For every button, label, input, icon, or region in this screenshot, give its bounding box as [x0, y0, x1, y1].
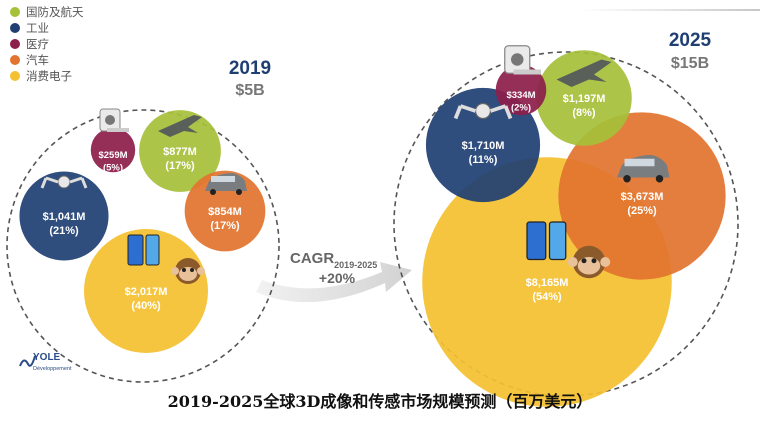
bubble-value-label: $2,017M: [125, 286, 168, 298]
year-group-2025: 2025 $15B $8,165M (54%) $3,673M (25%) $1,710M (…: [393, 30, 739, 407]
robot-arm-icon: [453, 102, 513, 120]
legend-label: 消费电子: [26, 69, 72, 83]
bubble-percent-label: (2%): [511, 103, 531, 114]
legend-item: 工业: [10, 20, 84, 36]
bubble-value-label: $1,197M: [563, 93, 606, 105]
bubble-percent-label: (25%): [627, 205, 657, 217]
legend-swatch: [10, 71, 20, 81]
legend: 国防及航天 工业 医疗 汽车 消费电子: [10, 4, 84, 84]
bubble-percent-label: (11%): [469, 154, 498, 166]
bubble: [84, 229, 208, 353]
legend-label: 汽车: [26, 53, 49, 67]
bubble-percent-label: (21%): [49, 225, 79, 237]
car-icon: [205, 173, 247, 195]
bubble-value-label: $854M: [208, 206, 242, 218]
bubble-percent-label: (8%): [572, 107, 596, 119]
bubble: [495, 64, 547, 116]
robot-arm-icon: [40, 175, 88, 189]
bubble-value-label: $8,165M: [526, 277, 569, 289]
bubble-value-label: $1,041M: [43, 211, 86, 223]
monkey-emoji-icon: [567, 245, 611, 279]
bubble-value-label: $877M: [163, 146, 197, 158]
bubble: [19, 171, 109, 261]
fighter-jet-icon: [556, 59, 612, 87]
smartphone-icon: [127, 234, 160, 266]
cagr-label: CAGR2019-2025: [290, 250, 377, 270]
legend-label: 国防及航天: [26, 5, 84, 19]
mri-scanner-icon: [504, 45, 541, 75]
year-label: 2025: [669, 30, 712, 51]
bubble: [90, 127, 136, 173]
legend-item: 消费电子: [10, 68, 84, 84]
bubble: [536, 50, 632, 146]
fighter-jet-icon: [158, 115, 202, 137]
smartphone-icon: [526, 221, 567, 261]
bubble: [558, 112, 726, 280]
logo-text: YOLE: [33, 352, 61, 363]
year-label: 2019: [229, 58, 271, 79]
bubble-percent-label: (54%): [532, 291, 562, 303]
legend-swatch: [10, 7, 20, 17]
monkey-emoji-icon: [171, 258, 205, 284]
figure-caption: 2019-2025全球3D成像和传感市场规模预测（百万美元）: [167, 392, 593, 411]
bubble-value-label: $334M: [506, 90, 535, 101]
bubble-percent-label: (17%): [165, 160, 195, 172]
legend-label: 医疗: [26, 37, 49, 51]
legend-item: 医疗: [10, 36, 84, 52]
car-icon: [617, 155, 670, 183]
bubble-value-label: $259M: [98, 150, 127, 161]
bubble-percent-label: (40%): [131, 300, 161, 312]
bubble-percent-label: (5%): [103, 163, 123, 174]
bubble-value-label: $1,710M: [462, 140, 505, 152]
bubble-percent-label: (17%): [210, 220, 240, 232]
top-decor-line: [580, 9, 760, 11]
cagr-value: +20%: [319, 270, 356, 286]
legend-swatch: [10, 39, 20, 49]
year-group-2019: 2019 $5B $2,017M (40%) $1,041M (21%) $877M (17%…: [6, 58, 280, 383]
legend-label: 工业: [26, 21, 49, 35]
legend-swatch: [10, 55, 20, 65]
logo-subtext: Développement: [33, 366, 72, 372]
legend-item: 国防及航天: [10, 4, 84, 20]
legend-swatch: [10, 23, 20, 33]
cagr-arrow: [256, 262, 412, 303]
legend-item: 汽车: [10, 52, 84, 68]
year-total-label: $15B: [671, 55, 709, 72]
yole-logo: YOLE Développement: [19, 352, 72, 372]
bubble-value-label: $3,673M: [621, 191, 664, 203]
year-total-label: $5B: [235, 82, 264, 99]
outer-dashed-circle: [6, 109, 280, 383]
mri-scanner-icon: [99, 108, 129, 132]
